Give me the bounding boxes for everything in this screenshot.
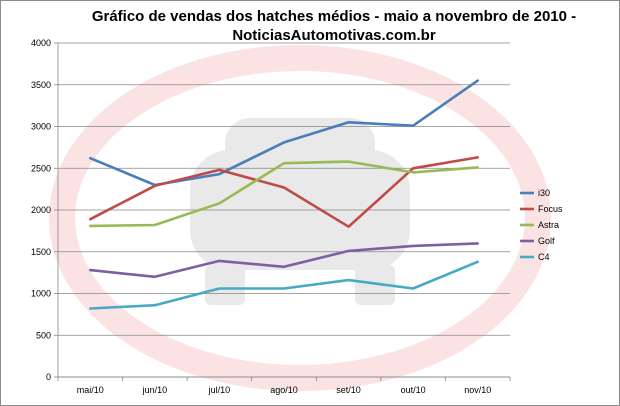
y-tick-label: 0 <box>46 372 51 382</box>
series-line-focus <box>89 156 480 228</box>
y-tick-label: 4000 <box>31 38 51 48</box>
x-tick-label: jul/10 <box>208 385 231 395</box>
legend-label: Focus <box>538 204 563 214</box>
chart-subtitle: NoticiasAutomotivas.com.br <box>232 27 436 44</box>
y-tick-label: 3500 <box>31 80 51 90</box>
x-tick-label: nov/10 <box>464 385 491 395</box>
series-line-c4 <box>89 260 480 310</box>
watermark-logo <box>49 45 551 391</box>
y-tick-label: 500 <box>36 330 51 340</box>
legend-label: i30 <box>538 188 550 198</box>
x-tick-label: mai/10 <box>77 385 104 395</box>
x-tick-label: out/10 <box>401 385 426 395</box>
legend: i30 Focus Astra Golf C4 <box>520 188 563 262</box>
y-tick-label: 3000 <box>31 122 51 132</box>
plot-area: 0 500 1000 1500 2000 2500 3000 3500 4000 mai/10 ju… <box>31 38 511 395</box>
x-tick-label: jun/10 <box>142 385 168 395</box>
y-tick-label: 1500 <box>31 247 51 257</box>
y-tick-label: 1000 <box>31 289 51 299</box>
x-tick-label: ago/10 <box>270 385 298 395</box>
legend-label: Astra <box>538 220 559 230</box>
legend-label: C4 <box>538 252 550 262</box>
legend-label: Golf <box>538 236 555 246</box>
chart-title: Gráfico de vendas dos hatches médios - m… <box>92 8 576 25</box>
series-line-astra <box>89 160 480 228</box>
y-tick-label: 2500 <box>31 163 51 173</box>
y-tick-label: 2000 <box>31 205 51 215</box>
series-line-golf <box>89 242 480 279</box>
x-tick-label: set/10 <box>336 385 361 395</box>
